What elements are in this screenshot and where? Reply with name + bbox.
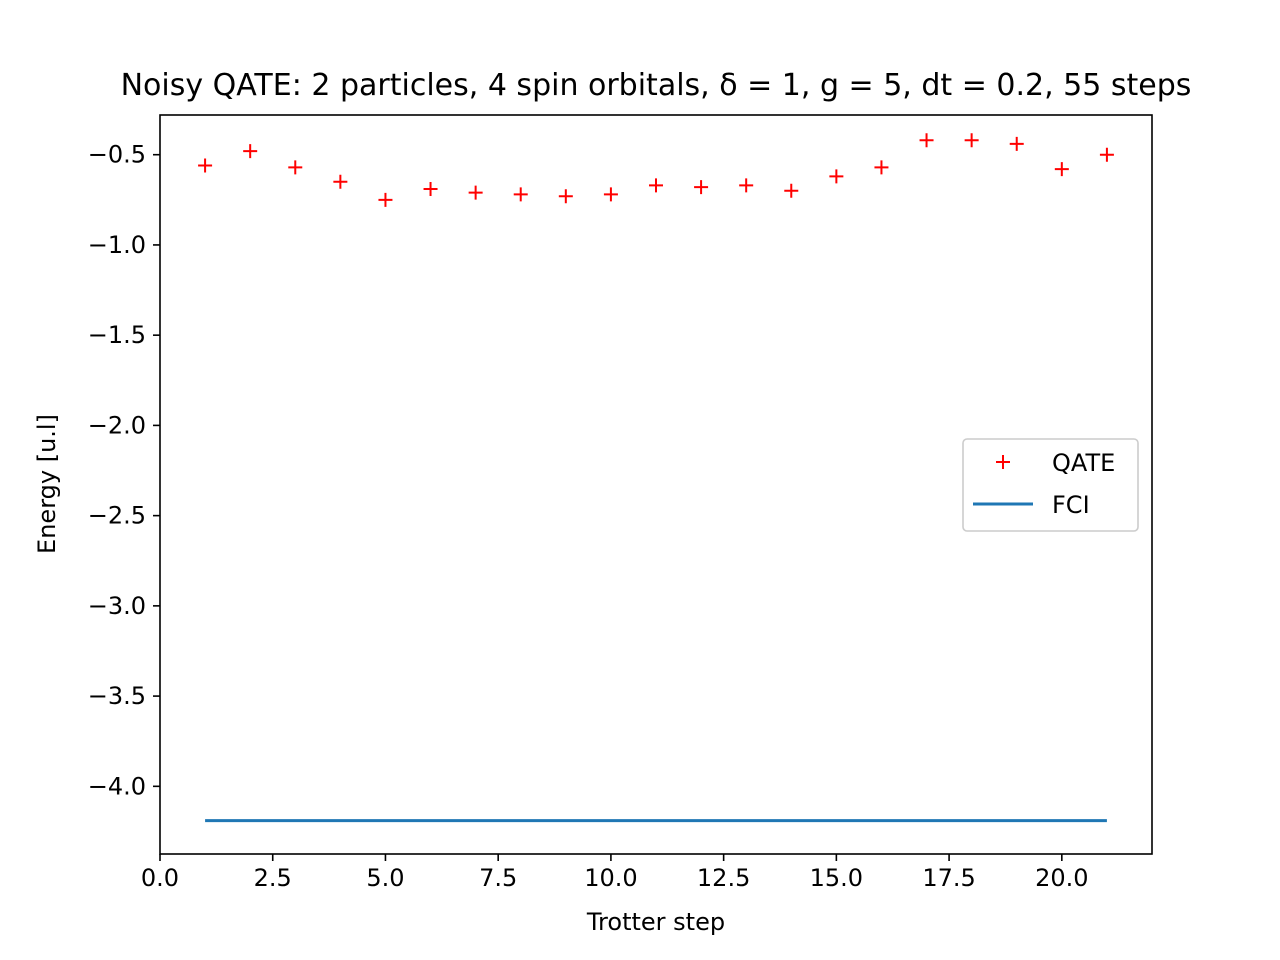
qate-point [874,160,889,175]
qate-point [558,189,573,204]
qate-point [1099,147,1114,162]
y-axis-label: Energy [u.l] [33,414,61,554]
x-tick-label: 5.0 [366,864,404,892]
legend-label-qate: QATE [1052,449,1115,477]
qate-point [1009,136,1024,151]
y-tick-label: −0.5 [88,141,146,169]
x-tick-label: 15.0 [810,864,863,892]
qate-point [243,144,258,159]
y-tick-label: −2.5 [88,502,146,530]
y-tick-label: −4.0 [88,772,146,800]
y-tick-label: −3.0 [88,592,146,620]
x-tick-label: 12.5 [697,864,750,892]
legend-qate-plus [996,455,1010,469]
plot-frame [159,114,1153,855]
qate-point [1054,162,1069,177]
y-tick-label: −1.0 [88,231,146,259]
qate-point [513,187,528,202]
x-axis-label: Trotter step [586,908,726,936]
chart-title: Noisy QATE: 2 particles, 4 spin orbitals… [0,68,1280,103]
qate-point [964,133,979,148]
x-tick-label: 2.5 [254,864,292,892]
series-layer [198,133,1114,823]
qate-point [198,158,213,173]
qate-point [288,160,303,175]
x-axis-ticks: 0.0 2.5 5.0 7.5 10.0 12.5 15.0 17.5 20.0 [141,854,1089,892]
legend: QATE FCI [962,438,1139,532]
qate-point [468,185,483,200]
x-tick-label: 17.5 [922,864,975,892]
x-tick-label: 10.0 [584,864,637,892]
y-tick-label: −3.5 [88,682,146,710]
x-tick-label: 7.5 [479,864,517,892]
qate-point [919,133,934,148]
qate-point [423,181,438,196]
x-tick-label: 20.0 [1035,864,1088,892]
y-tick-label: −2.0 [88,411,146,439]
legend-qate-marker [996,455,1010,469]
qate-point [378,192,393,207]
qate-point [694,180,709,195]
y-axis-ticks: −0.5 −1.0 −1.5 −2.0 −2.5 −3.0 −3.5 −4.0 [88,141,160,800]
qate-point [333,174,348,189]
qate-point [784,183,799,198]
legend-label-fci: FCI [1052,491,1090,519]
x-tick-label: 0.0 [141,864,179,892]
y-tick-label: −1.5 [88,321,146,349]
qate-point [829,169,844,184]
chart-title-text: Noisy QATE: 2 particles, 4 spin orbitals… [120,68,1192,103]
qate-point [603,187,618,202]
qate-point [739,178,754,193]
qate-point [649,178,663,193]
